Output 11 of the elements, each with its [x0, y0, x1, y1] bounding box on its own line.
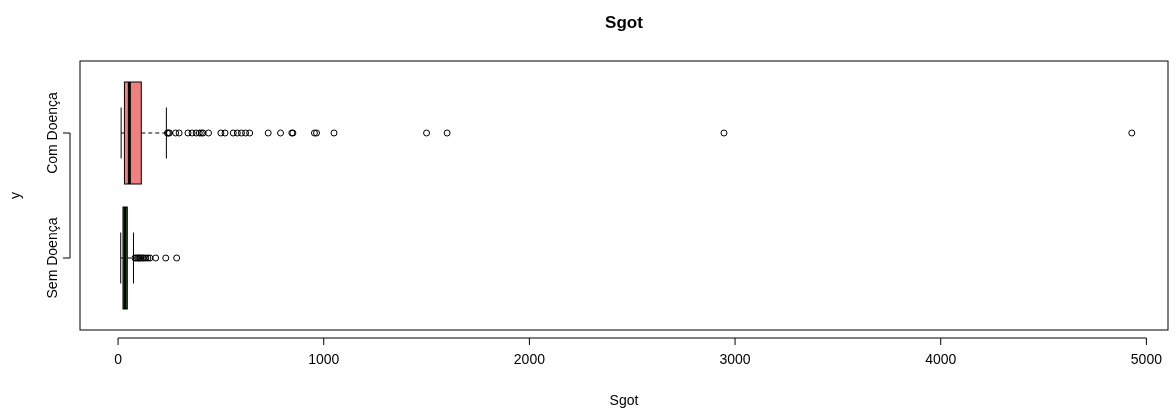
y-tick-label: Com Doença [44, 91, 60, 174]
chart-title: Sgot [605, 13, 644, 32]
x-axis-title: Sgot [609, 392, 639, 408]
x-tick-label: 3000 [719, 351, 751, 367]
x-tick-label: 5000 [1130, 351, 1163, 367]
x-tick-label: 1000 [308, 351, 340, 367]
x-tick-label: 0 [114, 351, 123, 367]
x-tick-label: 2000 [513, 351, 546, 367]
x-tick-label: 4000 [925, 351, 957, 367]
y-tick-label: Sem Doença [44, 217, 60, 299]
y-axis-title: y [7, 192, 23, 199]
